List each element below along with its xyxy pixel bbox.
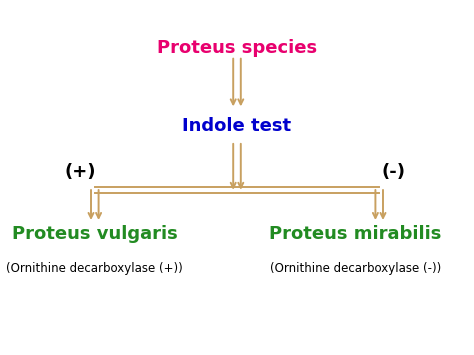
Text: (-): (-)	[382, 163, 405, 181]
Text: (Ornithine decarboxylase (-)): (Ornithine decarboxylase (-))	[270, 262, 441, 274]
Text: Proteus vulgaris: Proteus vulgaris	[12, 225, 178, 243]
Text: (+): (+)	[65, 163, 96, 181]
Text: (Ornithine decarboxylase (+)): (Ornithine decarboxylase (+))	[7, 262, 183, 274]
Text: Indole test: Indole test	[182, 117, 292, 135]
Text: Proteus species: Proteus species	[157, 39, 317, 57]
Text: Proteus mirabilis: Proteus mirabilis	[269, 225, 442, 243]
